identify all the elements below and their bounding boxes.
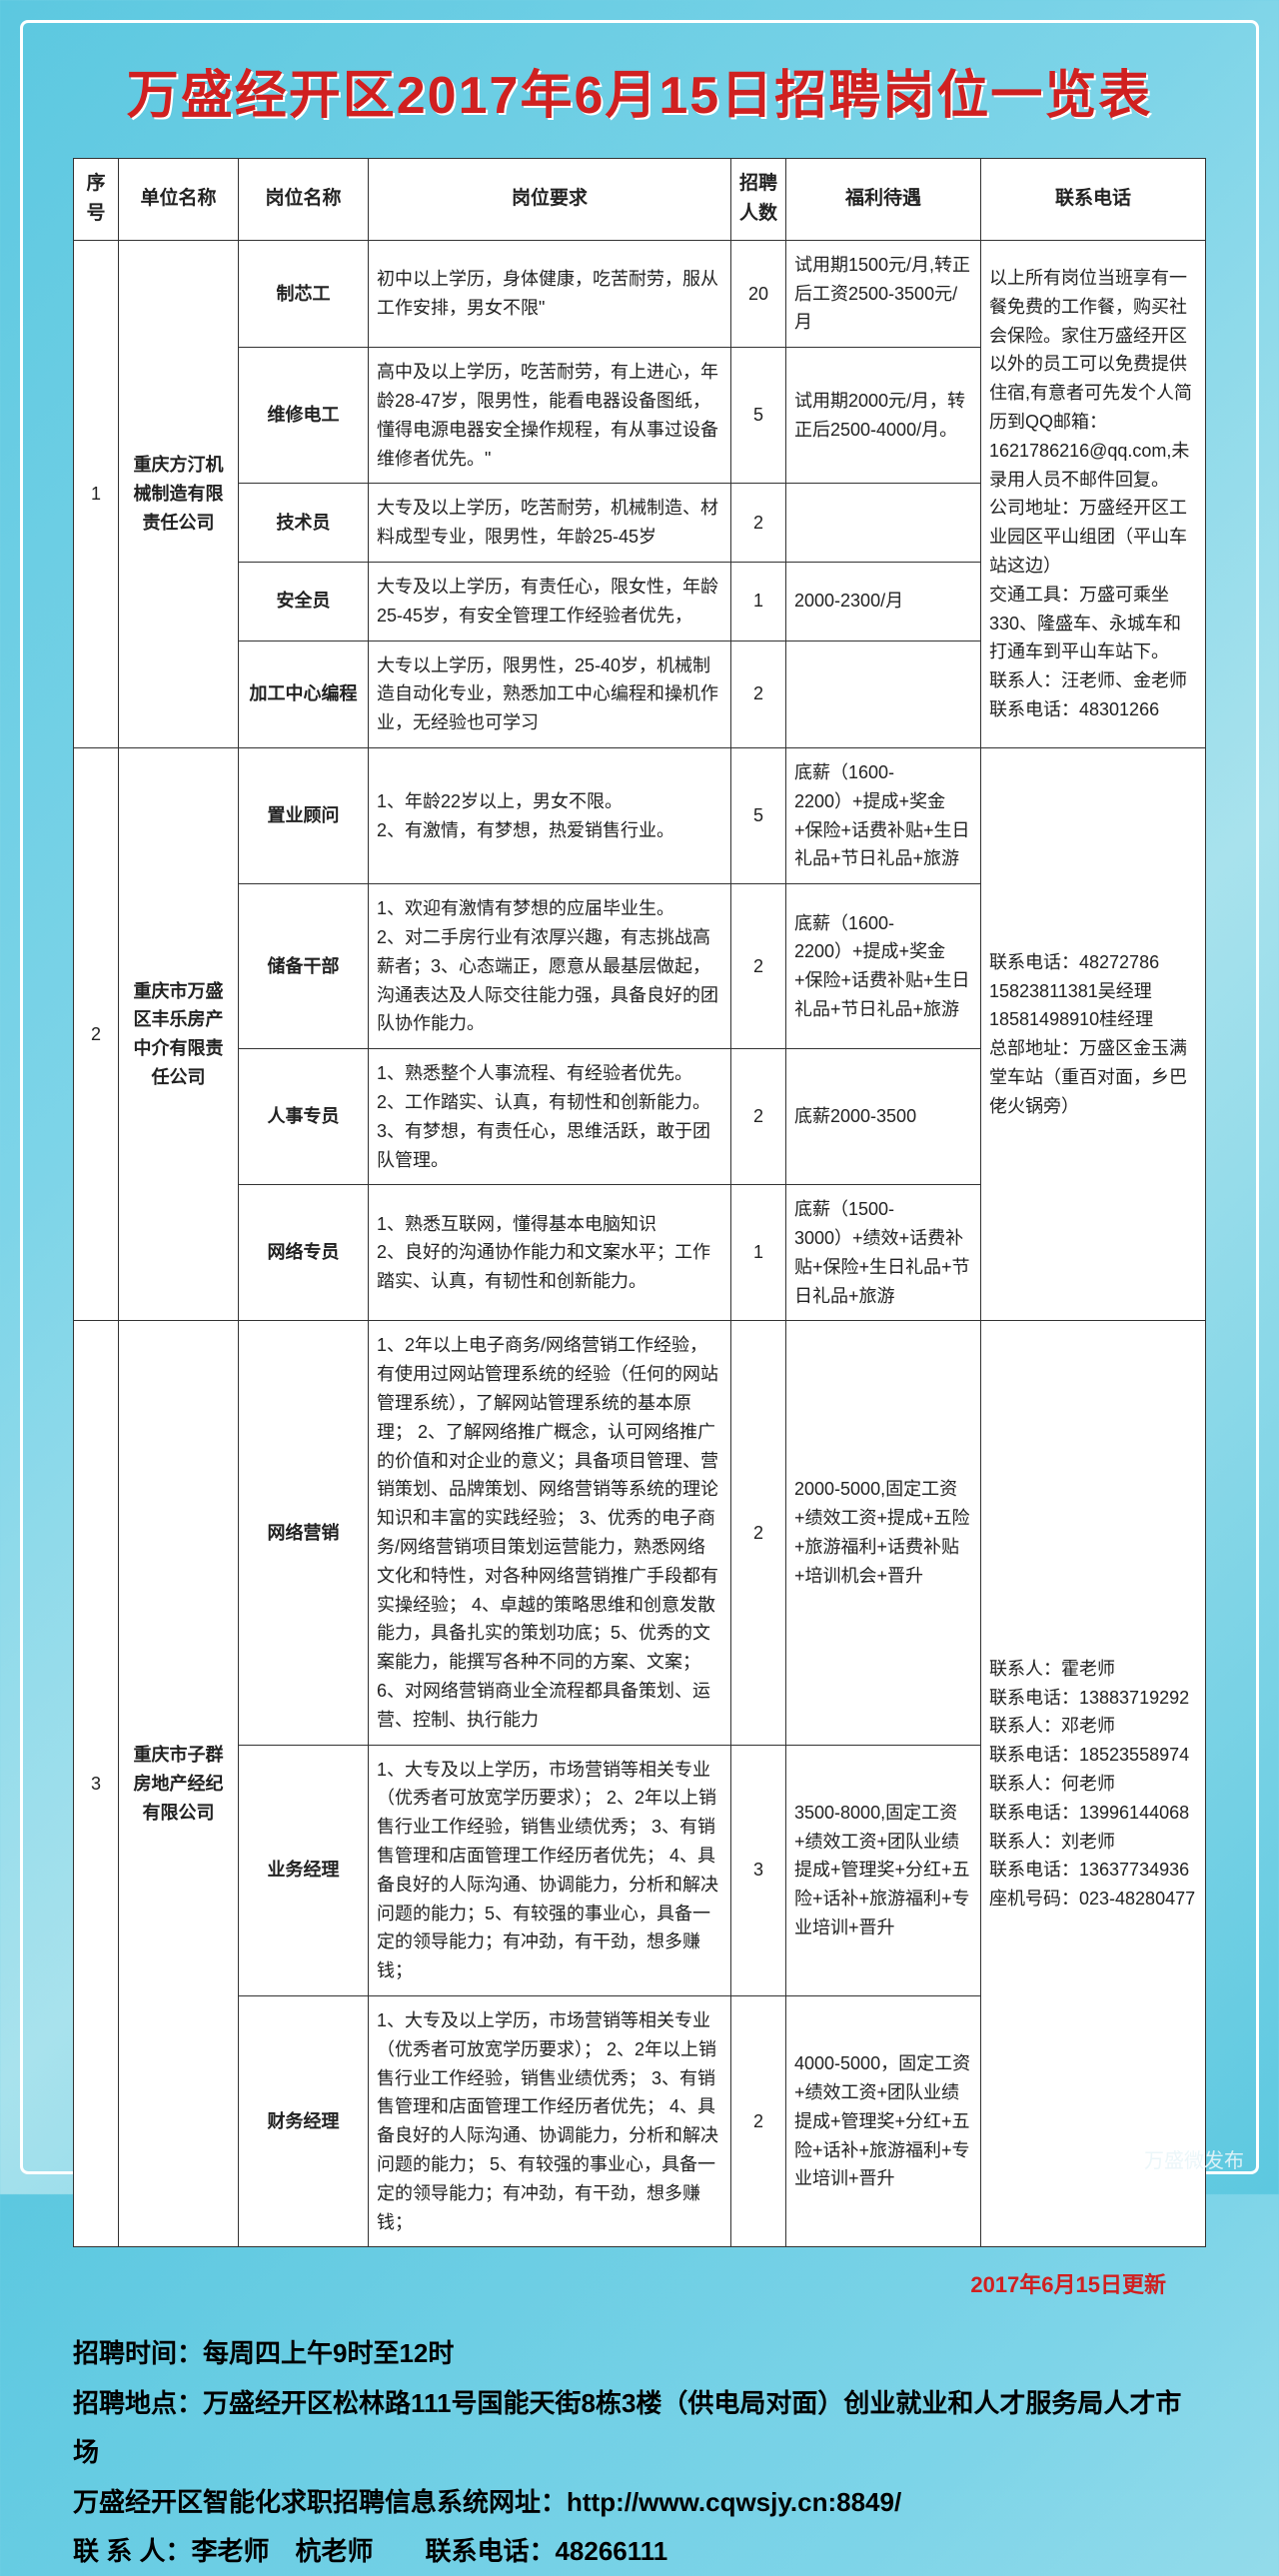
cell-salary: 底薪（1600-2200）+提成+奖金+保险+话费补贴+生日礼品+节日礼品+旅游 — [786, 747, 981, 883]
hdr-requirement: 岗位要求 — [369, 159, 731, 241]
table-row: 3重庆市子群房地产经纪有限公司网络营销1、2年以上电子商务/网络营销工作经验，有… — [74, 1321, 1206, 1745]
cell-seq: 2 — [74, 747, 119, 1321]
cell-requirement: 1、2年以上电子商务/网络营销工作经验，有使用过网站管理系统的经验（任何的网站管… — [369, 1321, 731, 1745]
cell-salary: 2000-5000,固定工资+绩效工资+提成+五险+旅游福利+话费补贴+培训机会… — [786, 1321, 981, 1745]
cell-salary: 底薪（1600-2200）+提成+奖金+保险+话费补贴+生日礼品+节日礼品+旅游 — [786, 884, 981, 1049]
cell-salary: 2000-2300/月 — [786, 562, 981, 641]
cell-position: 维修电工 — [239, 348, 369, 484]
cell-count: 20 — [731, 240, 786, 347]
cell-company: 重庆市子群房地产经纪有限公司 — [119, 1321, 239, 2247]
cell-salary: 试用期2000元/月，转正后2500-4000/月。 — [786, 348, 981, 484]
cell-position: 人事专员 — [239, 1049, 369, 1185]
cell-count: 5 — [731, 747, 786, 883]
cell-count: 5 — [731, 348, 786, 484]
cell-salary: 试用期1500元/月,转正后工资2500-3500元/月 — [786, 240, 981, 347]
job-table: 序号 单位名称 岗位名称 岗位要求 招聘人数 福利待遇 联系电话 1重庆方汀机械… — [73, 158, 1206, 2247]
cell-salary: 4000-5000，固定工资+绩效工资+团队业绩提成+管理奖+分红+五险+话补+… — [786, 1996, 981, 2247]
footer-contact: 联 系 人：李老师 杭老师 联系电话：48266111 — [73, 2527, 1206, 2576]
watermark-text: 万盛微发布 — [1144, 2144, 1244, 2173]
cell-requirement: 大专及以上学历，有责任心，限女性，年龄25-45岁，有安全管理工作经验者优先， — [369, 562, 731, 641]
watermark: 万盛微发布 — [1094, 2137, 1244, 2179]
hdr-position: 岗位名称 — [239, 159, 369, 241]
cell-contact: 联系电话：48272786 15823811381吴经理 18581498910… — [981, 747, 1206, 1321]
cell-requirement: 1、大专及以上学历，市场营销等相关专业（优秀者可放宽学历要求）； 2、2年以上销… — [369, 1996, 731, 2247]
cell-requirement: 1、年龄22岁以上，男女不限。 2、有激情，有梦想，热爱销售行业。 — [369, 747, 731, 883]
cell-position: 制芯工 — [239, 240, 369, 347]
cell-requirement: 1、熟悉互联网，懂得基本电脑知识 2、良好的沟通协作能力和文案水平；工作踏实、认… — [369, 1185, 731, 1321]
cell-seq: 1 — [74, 240, 119, 747]
footer-info: 招聘时间：每周四上午9时至12时 招聘地点：万盛经开区松林路111号国能天街8栋… — [73, 2329, 1206, 2576]
footer-url: 万盛经开区智能化求职招聘信息系统网址：http://www.cqwsjy.cn:… — [73, 2478, 1206, 2527]
cell-contact: 以上所有岗位当班享有一餐免费的工作餐，购买社会保险。家住万盛经开区以外的员工可以… — [981, 240, 1206, 747]
cell-count: 2 — [731, 1321, 786, 1745]
cell-salary — [786, 484, 981, 563]
cell-position: 加工中心编程 — [239, 641, 369, 747]
cell-requirement: 1、欢迎有激情有梦想的应届毕业生。 2、对二手房行业有浓厚兴趣，有志挑战高薪者；… — [369, 884, 731, 1049]
cell-count: 1 — [731, 1185, 786, 1321]
page-title: 万盛经开区2017年6月15日招聘岗位一览表 — [73, 53, 1206, 128]
cell-salary: 底薪（1500-3000）+绩效+话费补贴+保险+生日礼品+节日礼品+旅游 — [786, 1185, 981, 1321]
cell-requirement: 大专以上学历，限男性，25-40岁，机械制造自动化专业，熟悉加工中心编程和操机作… — [369, 641, 731, 747]
cell-salary — [786, 641, 981, 747]
cell-requirement: 高中及以上学历，吃苦耐劳，有上进心，年龄28-47岁，限男性，能看电器设备图纸，… — [369, 348, 731, 484]
update-note: 2017年6月15日更新 — [73, 2267, 1166, 2299]
cell-company: 重庆方汀机械制造有限责任公司 — [119, 240, 239, 747]
hdr-contact: 联系电话 — [981, 159, 1206, 241]
cell-count: 1 — [731, 562, 786, 641]
cell-company: 重庆市万盛区丰乐房产中介有限责任公司 — [119, 747, 239, 1321]
cell-count: 2 — [731, 1049, 786, 1185]
cell-requirement: 1、熟悉整个人事流程、有经验者优先。 2、工作踏实、认真，有韧性和创新能力。 3… — [369, 1049, 731, 1185]
cell-requirement: 大专及以上学历，吃苦耐劳，机械制造、材料成型专业，限男性，年龄25-45岁 — [369, 484, 731, 563]
hdr-company: 单位名称 — [119, 159, 239, 241]
footer-time: 招聘时间：每周四上午9时至12时 — [73, 2329, 1206, 2378]
cell-position: 业务经理 — [239, 1745, 369, 1995]
watermark-icon — [1094, 2137, 1136, 2179]
cell-count: 2 — [731, 1996, 786, 2247]
cell-count: 2 — [731, 641, 786, 747]
cell-position: 储备干部 — [239, 884, 369, 1049]
cell-count: 2 — [731, 884, 786, 1049]
cell-position: 安全员 — [239, 562, 369, 641]
cell-salary: 底薪2000-3500 — [786, 1049, 981, 1185]
footer-address: 招聘地点：万盛经开区松林路111号国能天街8栋3楼（供电局对面）创业就业和人才服… — [73, 2379, 1206, 2478]
hdr-salary: 福利待遇 — [786, 159, 981, 241]
cell-salary: 3500-8000,固定工资+绩效工资+团队业绩提成+管理奖+分红+五险+话补+… — [786, 1745, 981, 1995]
header-row: 序号 单位名称 岗位名称 岗位要求 招聘人数 福利待遇 联系电话 — [74, 159, 1206, 241]
cell-position: 网络专员 — [239, 1185, 369, 1321]
cell-position: 网络营销 — [239, 1321, 369, 1745]
cell-seq: 3 — [74, 1321, 119, 2247]
cell-contact: 联系人：霍老师 联系电话：13883719292 联系人：邓老师 联系电话：18… — [981, 1321, 1206, 2247]
table-row: 1重庆方汀机械制造有限责任公司制芯工初中以上学历，身体健康，吃苦耐劳，服从工作安… — [74, 240, 1206, 347]
cell-position: 置业顾问 — [239, 747, 369, 883]
cell-requirement: 初中以上学历，身体健康，吃苦耐劳，服从工作安排，男女不限" — [369, 240, 731, 347]
hdr-count: 招聘人数 — [731, 159, 786, 241]
cell-position: 技术员 — [239, 484, 369, 563]
table-row: 2重庆市万盛区丰乐房产中介有限责任公司置业顾问1、年龄22岁以上，男女不限。 2… — [74, 747, 1206, 883]
cell-count: 2 — [731, 484, 786, 563]
hdr-seq: 序号 — [74, 159, 119, 241]
cell-count: 3 — [731, 1745, 786, 1995]
cell-position: 财务经理 — [239, 1996, 369, 2247]
cell-requirement: 1、大专及以上学历，市场营销等相关专业（优秀者可放宽学历要求）； 2、2年以上销… — [369, 1745, 731, 1995]
